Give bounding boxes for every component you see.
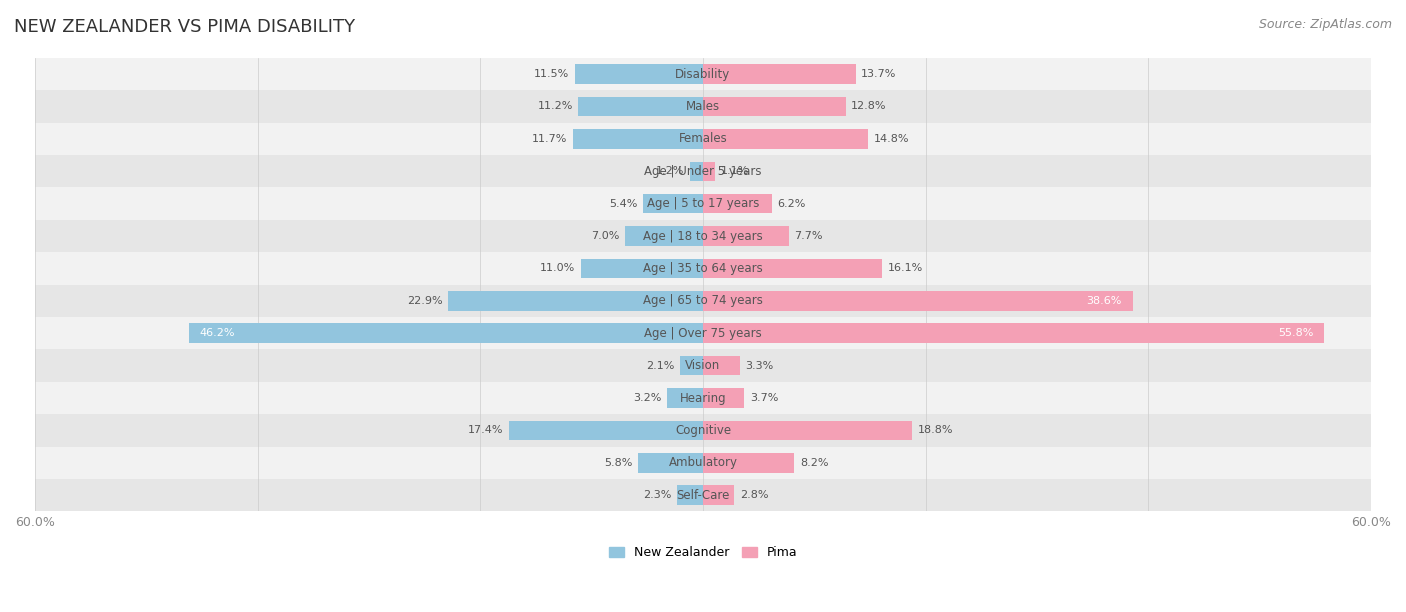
Text: Age | Over 75 years: Age | Over 75 years xyxy=(644,327,762,340)
Text: Vision: Vision xyxy=(685,359,721,372)
Bar xyxy=(703,420,912,440)
Legend: New Zealander, Pima: New Zealander, Pima xyxy=(603,541,803,564)
Bar xyxy=(703,64,855,84)
Bar xyxy=(703,291,1133,310)
Bar xyxy=(638,453,703,472)
Text: 3.7%: 3.7% xyxy=(749,393,778,403)
Text: Age | 5 to 17 years: Age | 5 to 17 years xyxy=(647,197,759,210)
Text: 46.2%: 46.2% xyxy=(200,328,235,338)
Text: Males: Males xyxy=(686,100,720,113)
Text: Age | 35 to 64 years: Age | 35 to 64 years xyxy=(643,262,763,275)
Text: 1.1%: 1.1% xyxy=(721,166,749,176)
Text: 18.8%: 18.8% xyxy=(918,425,953,435)
Text: 7.0%: 7.0% xyxy=(591,231,620,241)
Bar xyxy=(35,349,1371,382)
Bar xyxy=(703,324,1324,343)
Bar xyxy=(35,285,1371,317)
Bar xyxy=(703,194,772,214)
Bar xyxy=(581,259,703,278)
Bar xyxy=(35,382,1371,414)
Text: 17.4%: 17.4% xyxy=(468,425,503,435)
Bar xyxy=(35,414,1371,447)
Text: 7.7%: 7.7% xyxy=(794,231,823,241)
Text: 3.3%: 3.3% xyxy=(745,360,773,371)
Bar xyxy=(626,226,703,246)
Text: Ambulatory: Ambulatory xyxy=(668,457,738,469)
Text: 2.3%: 2.3% xyxy=(644,490,672,500)
Text: 38.6%: 38.6% xyxy=(1087,296,1122,306)
Bar xyxy=(449,291,703,310)
Bar xyxy=(35,479,1371,512)
Text: Source: ZipAtlas.com: Source: ZipAtlas.com xyxy=(1258,18,1392,31)
Text: 5.4%: 5.4% xyxy=(609,199,637,209)
Bar xyxy=(35,317,1371,349)
Bar xyxy=(572,129,703,149)
Text: 3.2%: 3.2% xyxy=(634,393,662,403)
Text: 2.8%: 2.8% xyxy=(740,490,768,500)
Text: Self-Care: Self-Care xyxy=(676,489,730,502)
Bar xyxy=(678,485,703,505)
Bar xyxy=(35,155,1371,187)
Text: 8.2%: 8.2% xyxy=(800,458,828,468)
Text: 14.8%: 14.8% xyxy=(873,134,908,144)
Bar xyxy=(578,97,703,116)
Bar xyxy=(668,388,703,408)
Text: Cognitive: Cognitive xyxy=(675,424,731,437)
Bar xyxy=(703,453,794,472)
Text: 11.7%: 11.7% xyxy=(531,134,567,144)
Text: 22.9%: 22.9% xyxy=(406,296,443,306)
Text: 1.2%: 1.2% xyxy=(655,166,685,176)
Text: Disability: Disability xyxy=(675,67,731,81)
Bar xyxy=(679,356,703,375)
Text: NEW ZEALANDER VS PIMA DISABILITY: NEW ZEALANDER VS PIMA DISABILITY xyxy=(14,18,356,36)
Bar xyxy=(703,259,882,278)
Bar xyxy=(703,485,734,505)
Text: 2.1%: 2.1% xyxy=(645,360,673,371)
Bar xyxy=(35,90,1371,122)
Bar xyxy=(35,447,1371,479)
Bar xyxy=(188,324,703,343)
Bar xyxy=(35,58,1371,90)
Bar xyxy=(703,97,845,116)
Text: 11.2%: 11.2% xyxy=(537,102,572,111)
Text: Age | Under 5 years: Age | Under 5 years xyxy=(644,165,762,177)
Text: Hearing: Hearing xyxy=(679,392,727,405)
Bar xyxy=(643,194,703,214)
Text: 16.1%: 16.1% xyxy=(887,263,924,274)
Bar xyxy=(689,162,703,181)
Text: 6.2%: 6.2% xyxy=(778,199,806,209)
Text: Age | 18 to 34 years: Age | 18 to 34 years xyxy=(643,230,763,242)
Bar xyxy=(703,388,744,408)
Text: Females: Females xyxy=(679,132,727,145)
Text: 5.8%: 5.8% xyxy=(605,458,633,468)
Bar xyxy=(35,220,1371,252)
Text: 11.0%: 11.0% xyxy=(540,263,575,274)
Bar xyxy=(35,252,1371,285)
Bar xyxy=(703,129,868,149)
Bar xyxy=(703,356,740,375)
Bar xyxy=(35,122,1371,155)
Text: 12.8%: 12.8% xyxy=(851,102,887,111)
Bar xyxy=(575,64,703,84)
Text: 13.7%: 13.7% xyxy=(860,69,897,79)
Bar xyxy=(509,420,703,440)
Bar xyxy=(703,226,789,246)
Text: 11.5%: 11.5% xyxy=(534,69,569,79)
Bar xyxy=(35,187,1371,220)
Text: 55.8%: 55.8% xyxy=(1278,328,1313,338)
Text: Age | 65 to 74 years: Age | 65 to 74 years xyxy=(643,294,763,307)
Bar xyxy=(703,162,716,181)
